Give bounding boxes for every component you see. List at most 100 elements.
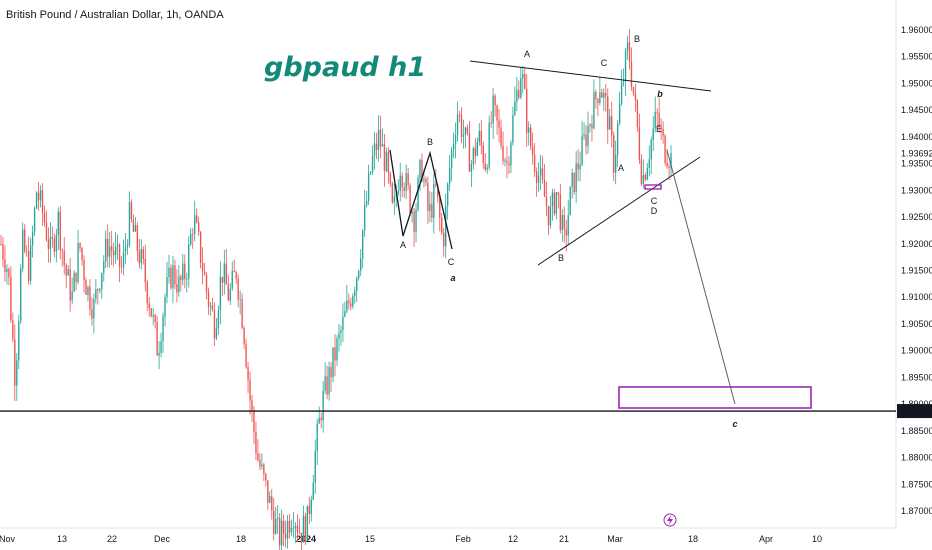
candle-body [528, 127, 530, 133]
candle-body [551, 192, 554, 207]
x-tick-label: 18 [236, 534, 246, 544]
candle-body [146, 282, 148, 304]
marker-box [644, 184, 662, 190]
candle-body [342, 316, 344, 331]
candle-body [286, 520, 289, 539]
candle-body [344, 311, 346, 317]
candle-body [425, 179, 427, 184]
candle-body [476, 141, 479, 156]
candle-body [154, 315, 156, 322]
candle-body [150, 308, 152, 317]
candle-body [237, 278, 239, 300]
candle-body [448, 167, 451, 185]
triangle-upper-line [469, 60, 712, 92]
candle-body [379, 129, 382, 147]
candle-body [81, 247, 83, 260]
candle-body [318, 417, 320, 424]
candle-body [482, 145, 484, 163]
candle-body [644, 175, 647, 180]
candle-body [328, 367, 330, 395]
candle-body [585, 134, 587, 147]
y-tick-label: 1.95500 [901, 52, 932, 62]
candle-body [338, 333, 340, 339]
candle-body [178, 276, 180, 293]
candle-body [464, 127, 467, 135]
candle-body [630, 61, 633, 87]
y-tick-label: 1.90500 [901, 319, 932, 329]
candle-body [126, 244, 129, 248]
wave-label-b: b [657, 89, 663, 99]
candle-body [431, 204, 433, 218]
candle-body [77, 243, 79, 282]
y-tick-label: 1.93000 [901, 185, 932, 195]
candle-body [488, 122, 490, 168]
candle-body [2, 244, 4, 260]
candle-body [670, 153, 672, 168]
candle-body [160, 341, 162, 353]
candle-body [539, 168, 542, 176]
candle-body [443, 232, 445, 247]
candle-body [85, 280, 87, 295]
candle-body [316, 423, 318, 451]
candle-body [93, 299, 95, 319]
candle-body [593, 92, 595, 129]
candle-body [452, 143, 455, 150]
candle-body [324, 376, 326, 391]
candle-body [356, 277, 358, 291]
candle-body [616, 123, 619, 155]
candle-body [468, 133, 471, 172]
y-tick-label: 1.92500 [901, 212, 932, 222]
candle-body [462, 134, 465, 137]
candle-body [332, 347, 334, 378]
candle-body [205, 274, 208, 292]
candle-body [282, 520, 285, 534]
wave-label-mid-a: A [618, 163, 624, 173]
candle-body [227, 284, 229, 301]
candle-body [0, 243, 2, 245]
candle-body [638, 127, 641, 160]
candle-body [537, 175, 540, 183]
candle-body [423, 179, 425, 181]
candle-body [666, 162, 668, 167]
candle-body [421, 159, 423, 181]
candle-body [571, 172, 573, 187]
candle-body [156, 321, 158, 356]
candle-body [184, 263, 186, 280]
candle-body [365, 201, 368, 206]
candle-body [369, 172, 372, 174]
candle-body [24, 229, 26, 252]
y-tick-label: 1.88000 [901, 453, 932, 463]
candle-body [193, 215, 196, 235]
candle-body [53, 238, 56, 252]
candle-body [437, 184, 439, 198]
candle-body [95, 289, 97, 300]
candle-body [75, 272, 77, 282]
candle-body [31, 232, 34, 246]
candle-body [182, 263, 184, 281]
candle-body [134, 225, 137, 232]
candle-body [188, 244, 190, 280]
x-tick-label: 10 [812, 534, 822, 544]
candle-body [346, 300, 348, 312]
candle-body [609, 116, 611, 130]
horizontal-level-label: 1.88870 [900, 407, 932, 417]
candle-body [496, 105, 498, 121]
candle-body [39, 190, 42, 201]
candle-body [474, 148, 477, 156]
x-tick-label: Feb [455, 534, 471, 544]
candle-body [176, 284, 178, 293]
candle-body [261, 464, 263, 467]
candle-body [223, 263, 226, 283]
chart-annotation-title: gbpaud h1 [264, 52, 427, 83]
candle-body [215, 327, 218, 339]
candle-body [35, 192, 38, 209]
candle-body [518, 90, 520, 98]
candle-body [142, 249, 144, 259]
candle-body [107, 238, 109, 257]
candle-body [229, 288, 231, 301]
candle-body [79, 243, 81, 248]
candle-body [553, 192, 556, 214]
candle-body [55, 235, 58, 252]
candle-body [41, 190, 44, 213]
